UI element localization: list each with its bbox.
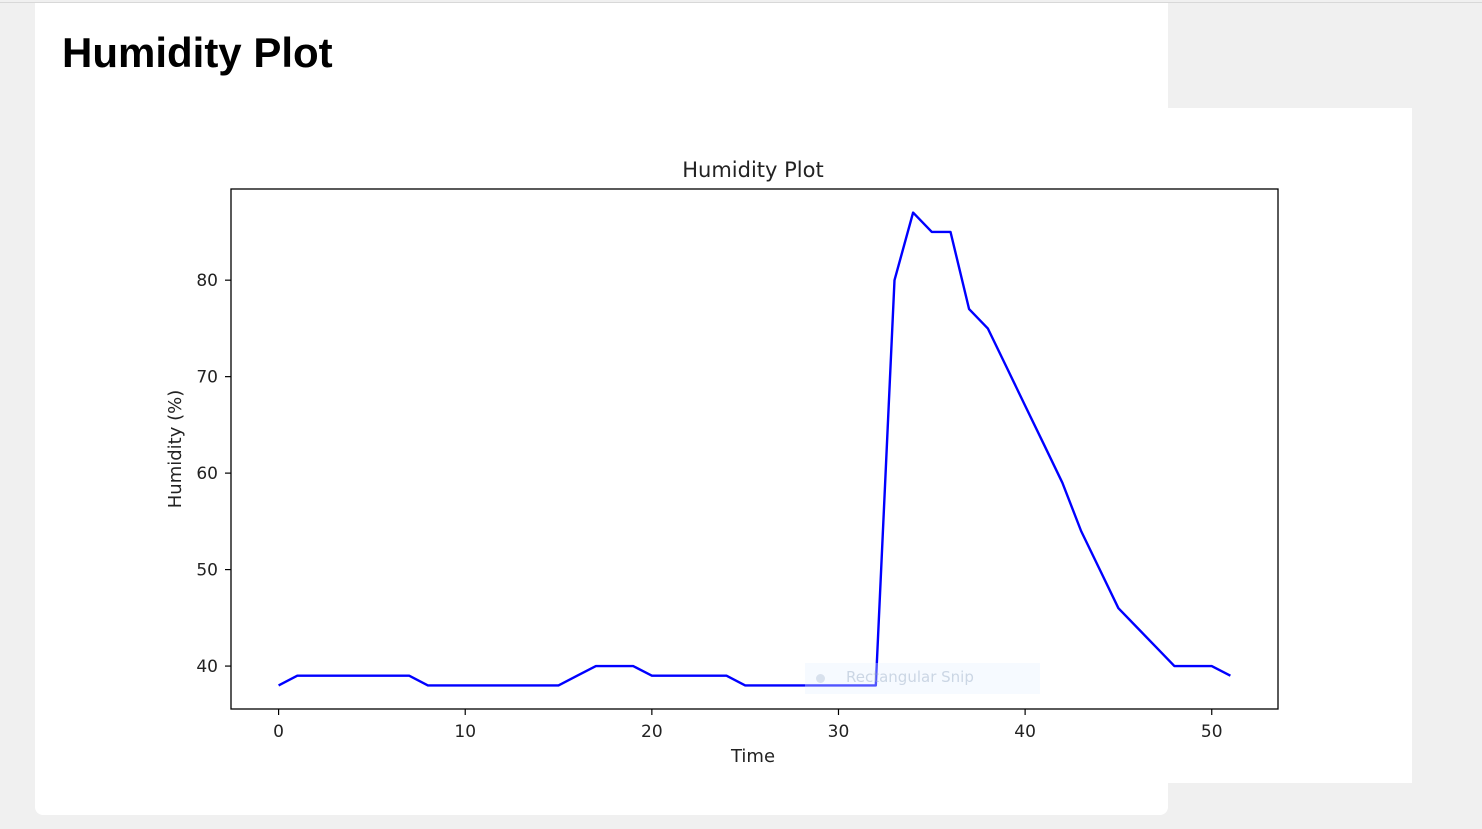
plot-area-frame — [230, 188, 1279, 710]
x-tick-label: 0 — [273, 722, 284, 742]
snip-tooltip: Rectangular Snip — [805, 663, 1040, 694]
series-layer — [278, 211, 1231, 687]
page-title: Humidity Plot — [62, 29, 333, 76]
x-axis: 0 10 20 30 40 50 — [273, 709, 1223, 742]
x-tick-label: 20 — [641, 722, 663, 742]
x-tick-label: 30 — [828, 722, 850, 742]
y-tick-label: 80 — [196, 271, 218, 291]
humidity-series-line — [278, 211, 1231, 687]
x-tick-label: 50 — [1201, 722, 1223, 742]
x-axis-label: Time — [730, 746, 775, 767]
top-divider — [0, 2, 1482, 3]
plot-panel: Humidity Plot 0 10 20 30 40 50 40 50 60 70 80 Tim… — [120, 108, 1412, 783]
humidity-chart: Humidity Plot 0 10 20 30 40 50 40 50 60 70 80 Tim… — [165, 158, 1279, 767]
y-tick-label: 40 — [196, 657, 218, 677]
y-tick-label: 50 — [196, 561, 218, 581]
snip-icon — [816, 674, 825, 683]
snip-label: Rectangular Snip — [846, 668, 974, 686]
x-tick-label: 40 — [1014, 722, 1036, 742]
y-tick-label: 70 — [196, 368, 218, 388]
y-tick-label: 60 — [196, 464, 218, 484]
y-axis-label: Humidity (%) — [165, 390, 186, 509]
y-axis: 40 50 60 70 80 — [196, 271, 231, 677]
chart-title: Humidity Plot — [682, 158, 823, 182]
x-tick-label: 10 — [454, 722, 476, 742]
